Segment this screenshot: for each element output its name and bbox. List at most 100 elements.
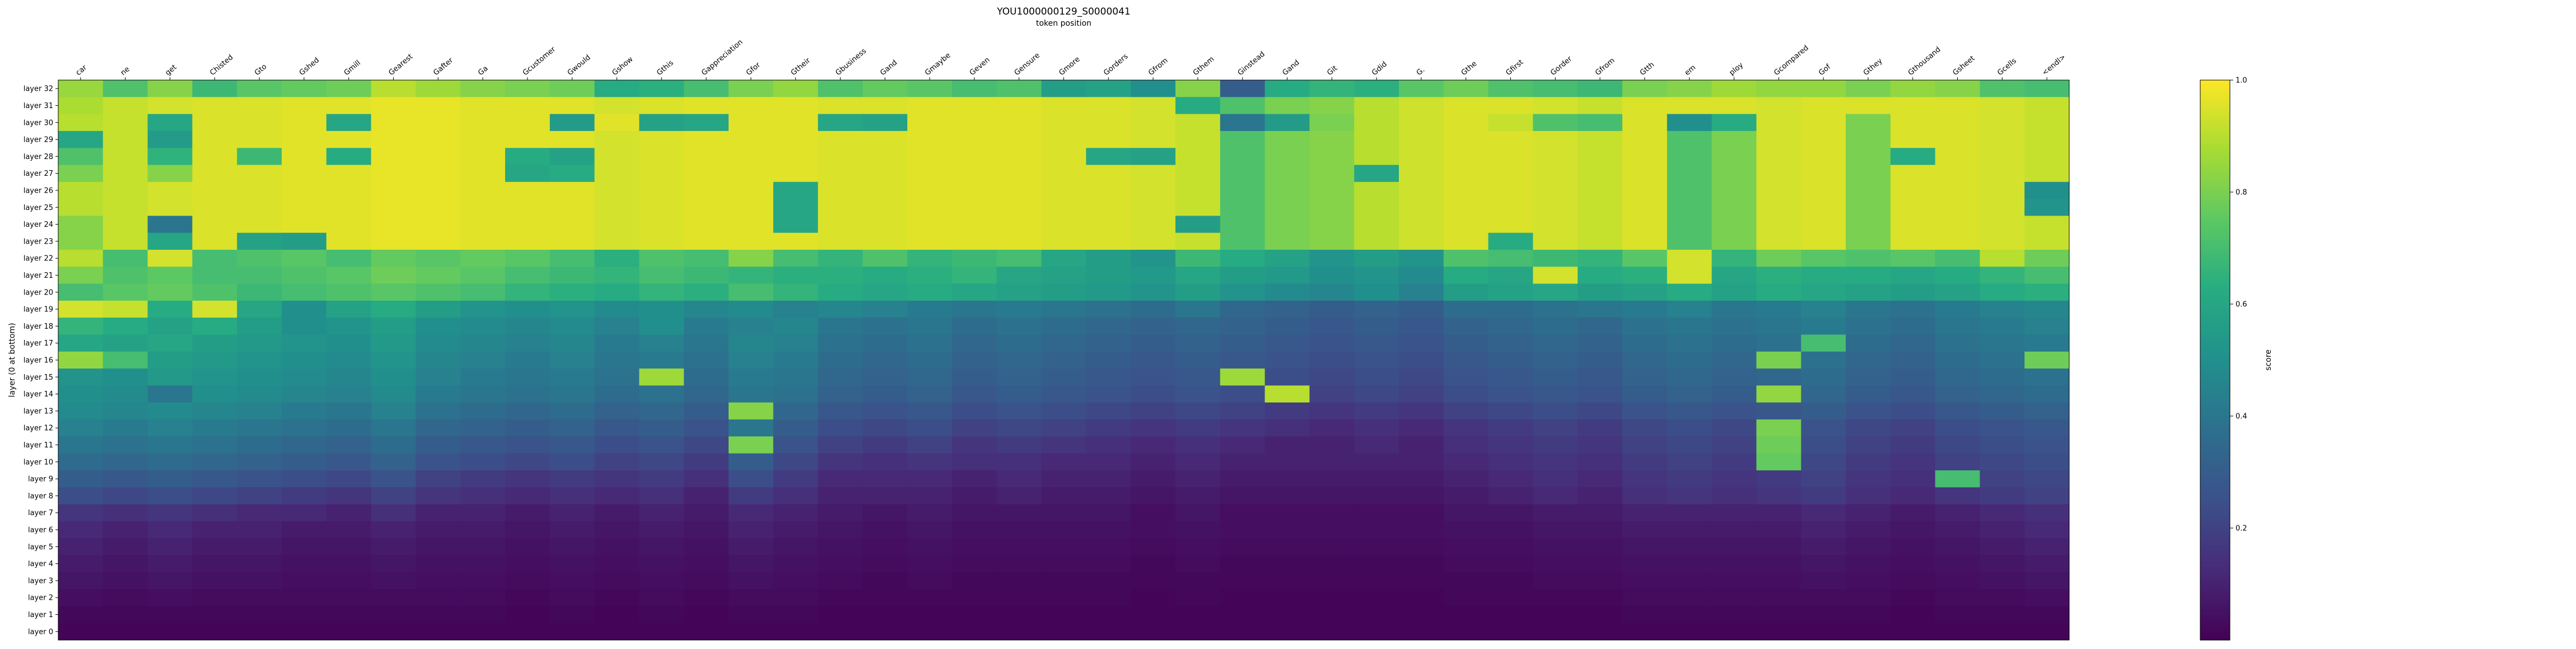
heatmap-cell	[1220, 80, 1266, 97]
heatmap-cell	[282, 402, 327, 420]
heatmap-cell	[1264, 623, 1310, 641]
heatmap-cell	[907, 334, 953, 352]
heatmap-cell	[1354, 165, 1399, 183]
heatmap-cell	[1756, 623, 1802, 641]
heatmap-cell	[1801, 300, 1846, 318]
heatmap-cell	[1443, 199, 1489, 216]
heatmap-cell	[58, 606, 104, 624]
heatmap-cell	[102, 165, 148, 183]
heatmap-cell	[594, 606, 640, 624]
heatmap-cell	[1131, 385, 1176, 403]
heatmap-cell	[1264, 487, 1310, 505]
heatmap-cell	[460, 623, 506, 641]
colorbar-segment	[2200, 251, 2230, 254]
heatmap-cell	[549, 606, 595, 624]
heatmap-cell	[1846, 250, 1891, 267]
heatmap-cell	[237, 623, 282, 641]
y-tick-label: layer 5	[28, 543, 53, 552]
heatmap-cell	[907, 130, 953, 148]
heatmap-cell	[326, 521, 372, 539]
heatmap-cell	[549, 165, 595, 183]
colorbar-segment	[2200, 304, 2230, 307]
heatmap-cell	[416, 283, 461, 301]
heatmap-cell	[1443, 334, 1489, 352]
heatmap-cell	[1041, 623, 1086, 641]
heatmap-cell	[684, 572, 729, 590]
heatmap-cell	[102, 385, 148, 403]
colorbar-segment	[2200, 259, 2230, 263]
colorbar-segment	[2200, 632, 2230, 635]
heatmap-cell	[1354, 97, 1399, 115]
y-tick-label: layer 30	[24, 119, 53, 127]
heatmap-cell	[460, 283, 506, 301]
heatmap-cell	[1980, 606, 2025, 624]
colorbar-segment	[2200, 612, 2230, 615]
heatmap-cell	[1890, 385, 1936, 403]
heatmap-cell	[1131, 130, 1176, 148]
heatmap-cell	[1622, 487, 1668, 505]
heatmap-cell	[1667, 521, 1712, 539]
heatmap-cell	[460, 538, 506, 555]
heatmap-cell	[416, 572, 461, 590]
heatmap-cell	[237, 606, 282, 624]
colorbar-segment	[2200, 581, 2230, 585]
heatmap-cell	[1935, 181, 1980, 199]
heatmap-cell	[1443, 504, 1489, 522]
heatmap-cell	[58, 114, 104, 132]
heatmap-cell	[1711, 402, 1757, 420]
heatmap-cell	[1041, 283, 1086, 301]
heatmap-cell	[371, 351, 416, 369]
heatmap-cell	[1175, 97, 1221, 115]
heatmap-cell	[549, 318, 595, 335]
heatmap-cell	[1131, 114, 1176, 132]
heatmap-cell	[192, 504, 237, 522]
heatmap-cell	[1175, 318, 1221, 335]
heatmap-cell	[996, 606, 1042, 624]
heatmap-cell	[907, 419, 953, 437]
heatmap-cell	[505, 318, 550, 335]
heatmap-cell	[1354, 232, 1399, 250]
heatmap-cell	[505, 267, 550, 284]
heatmap-cell	[639, 623, 684, 641]
colorbar-segment	[2200, 282, 2230, 285]
heatmap-cell	[460, 351, 506, 369]
colorbar-label: score	[2264, 349, 2273, 371]
heatmap-cell	[1711, 283, 1757, 301]
heatmap-cell	[1354, 487, 1399, 505]
heatmap-cell	[147, 436, 193, 454]
heatmap-cell	[371, 555, 416, 573]
heatmap-cell	[594, 419, 640, 437]
heatmap-cell	[1264, 232, 1310, 250]
heatmap-cell	[1399, 487, 1444, 505]
y-tick-label: layer 23	[24, 237, 53, 246]
heatmap-cell	[1890, 470, 1936, 488]
heatmap-cell	[1041, 572, 1086, 590]
heatmap-cell	[1578, 165, 1623, 183]
heatmap-cell	[460, 250, 506, 267]
heatmap-cell	[1801, 80, 1846, 97]
heatmap-cell	[1041, 148, 1086, 166]
heatmap-cell	[505, 232, 550, 250]
heatmap-cell	[237, 368, 282, 386]
heatmap-cell	[282, 300, 327, 318]
heatmap-cell	[237, 300, 282, 318]
heatmap-cell	[1309, 623, 1355, 641]
heatmap-cell	[1533, 538, 1578, 555]
heatmap-cell	[282, 80, 327, 97]
heatmap-cell	[1622, 538, 1668, 555]
heatmap-cell	[1890, 436, 1936, 454]
heatmap-cell	[1622, 368, 1668, 386]
y-tick-label: layer 4	[28, 560, 53, 568]
heatmap-cell	[684, 250, 729, 267]
heatmap-cell	[2024, 419, 2070, 437]
heatmap-cell	[147, 555, 193, 573]
heatmap-cell	[58, 504, 104, 522]
heatmap-cell	[505, 97, 550, 115]
colorbar-segment	[2200, 335, 2230, 338]
heatmap-cell	[1622, 114, 1668, 132]
heatmap-cell	[1309, 334, 1355, 352]
heatmap-cell	[773, 436, 819, 454]
heatmap-cell	[1846, 402, 1891, 420]
heatmap-cell	[1309, 504, 1355, 522]
heatmap-cell	[1309, 402, 1355, 420]
